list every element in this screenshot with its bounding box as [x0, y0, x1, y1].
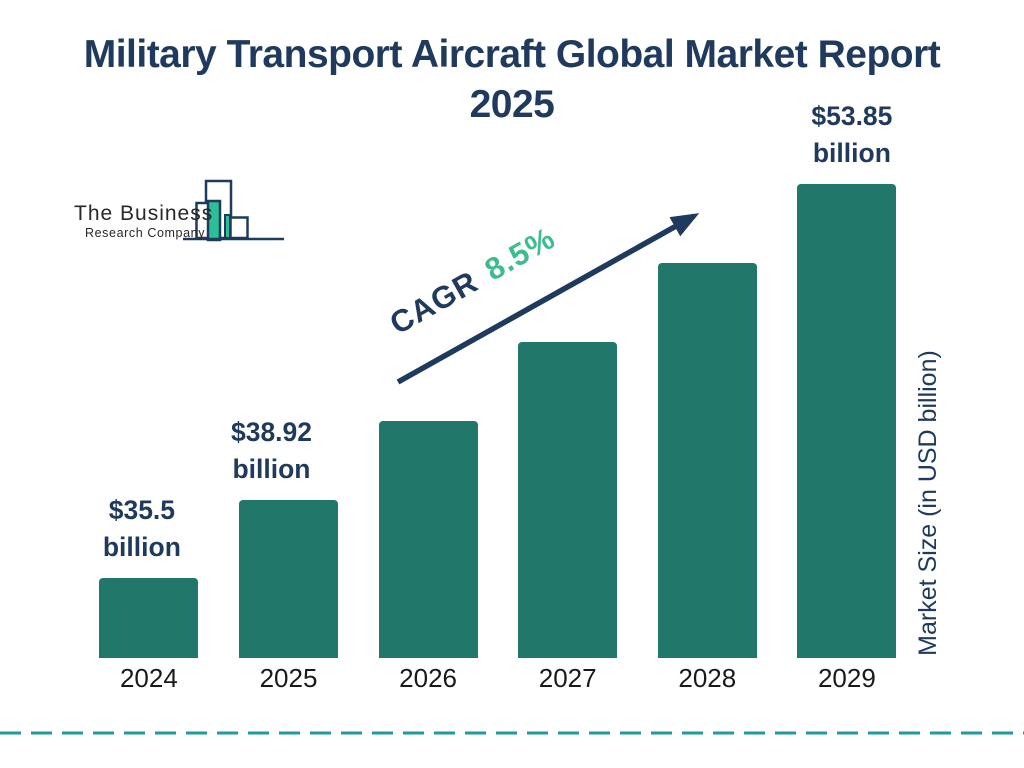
cagr-annotation: CAGR8.5% [383, 219, 562, 343]
bar-2029 [797, 184, 897, 658]
value-amount: $53.85 [811, 101, 893, 131]
value-label-2029: $53.85 billion [752, 98, 952, 172]
page-title: Military Transport Aircraft Global Marke… [83, 33, 941, 126]
x-tick-2027: 2027 [538, 663, 597, 693]
bar-2027 [518, 342, 618, 658]
value-unit: billion [102, 532, 181, 562]
cagr-label: CAGR [383, 263, 484, 342]
y-axis-label: Market Size (in USD billion) [914, 350, 942, 656]
cagr-value: 8.5% [478, 220, 562, 288]
x-tick-2024: 2024 [119, 663, 178, 693]
x-tick-2026: 2026 [399, 663, 458, 693]
bar-2025 [239, 500, 338, 658]
company-logo: The Business Research Company [70, 178, 294, 250]
value-amount: $35.5 [108, 495, 176, 525]
x-tick-2029: 2029 [817, 663, 876, 693]
bar-2028 [657, 263, 757, 658]
logo-subname: Research Company [85, 226, 206, 240]
logo-name: The Business [74, 202, 214, 225]
value-unit: billion [232, 454, 311, 484]
logo-bars-icon [183, 179, 284, 242]
bar-2024 [99, 578, 199, 658]
value-amount: $38.92 [230, 417, 313, 447]
value-label-2024: $35.5 billion [42, 492, 242, 566]
x-tick-2028: 2028 [678, 663, 737, 693]
x-tick-2025: 2025 [259, 663, 318, 693]
value-label-2025: $38.92 billion [172, 414, 372, 488]
value-unit: billion [812, 138, 891, 168]
bar-2026 [378, 421, 478, 658]
